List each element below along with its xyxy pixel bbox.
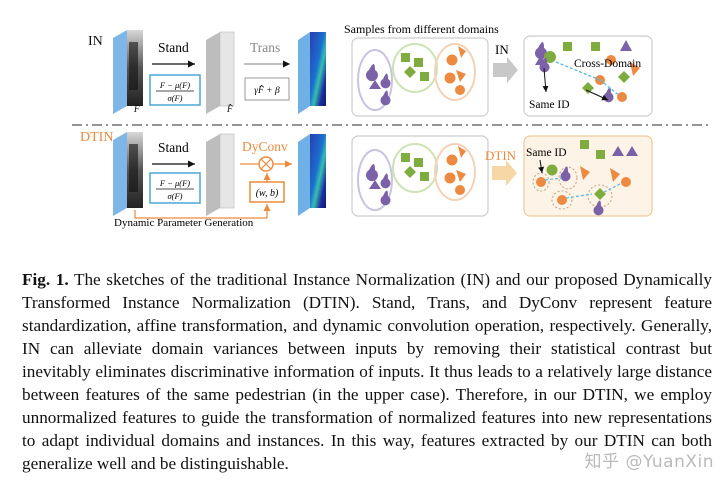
dtin-stand-label: Stand (158, 140, 189, 155)
dtin-stand-formula-den: σ(F) (167, 191, 182, 201)
in-row-label: IN (88, 34, 103, 49)
param-formula: (w, b) (256, 188, 279, 199)
trans-label: Trans (250, 40, 280, 55)
dtin-input-feature-block (113, 132, 143, 216)
dyn-param-label: Dynamic Parameter Generation (114, 217, 254, 229)
figure-caption: Fig. 1. The sketches of the traditional … (22, 268, 712, 475)
figure-label: Fig. 1. (22, 270, 69, 289)
in-result-shapes (535, 40, 640, 103)
in-output-feature-block (298, 32, 326, 114)
dtin-big-arrow (492, 160, 517, 186)
stand-formula-num: F − μ(F) (159, 80, 190, 90)
dtin-stand-formula-num: F − μ(F) (159, 178, 190, 188)
affine-formula: γF̂ + β (254, 83, 280, 96)
dtin-same-id-label: Same ID (526, 147, 567, 159)
dtin-output-feature-block (298, 134, 326, 216)
dtin-sample-shapes (366, 146, 466, 206)
normalized-feature-block (206, 31, 235, 114)
watermark: 知乎 @YuanXin (584, 452, 714, 472)
figure-diagram: IN F Stand F − μ(F) σ(F) F̂ Trans γF̂ + … (72, 22, 712, 229)
in-sample-shapes (366, 46, 466, 106)
cross-domain-label: Cross-Domain (574, 58, 641, 70)
stand-formula-box (149, 74, 201, 106)
dyconv-label: DyConv (242, 139, 288, 154)
dtin-row-label: DTIN (80, 130, 113, 145)
dtin-arrow-label: DTIN (485, 148, 517, 163)
in-arrow-label: IN (495, 42, 509, 57)
caption-text: The sketches of the traditional Instance… (22, 270, 712, 473)
input-feature-block (113, 30, 143, 114)
normalized-symbol: F̂ (226, 104, 233, 114)
dtin-normalized-feature-block (206, 133, 235, 216)
in-same-id-label: Same ID (529, 99, 570, 111)
affine-formula-box (244, 77, 290, 101)
stand-formula-den: σ(F) (167, 93, 182, 103)
dtin-result-shapes (532, 140, 638, 216)
samples-title: Samples from different domains (344, 22, 499, 36)
stand-label: Stand (158, 40, 189, 55)
in-big-arrow (493, 57, 518, 83)
feature-symbol: F (133, 104, 140, 114)
dtin-stand-formula-box (149, 172, 201, 204)
